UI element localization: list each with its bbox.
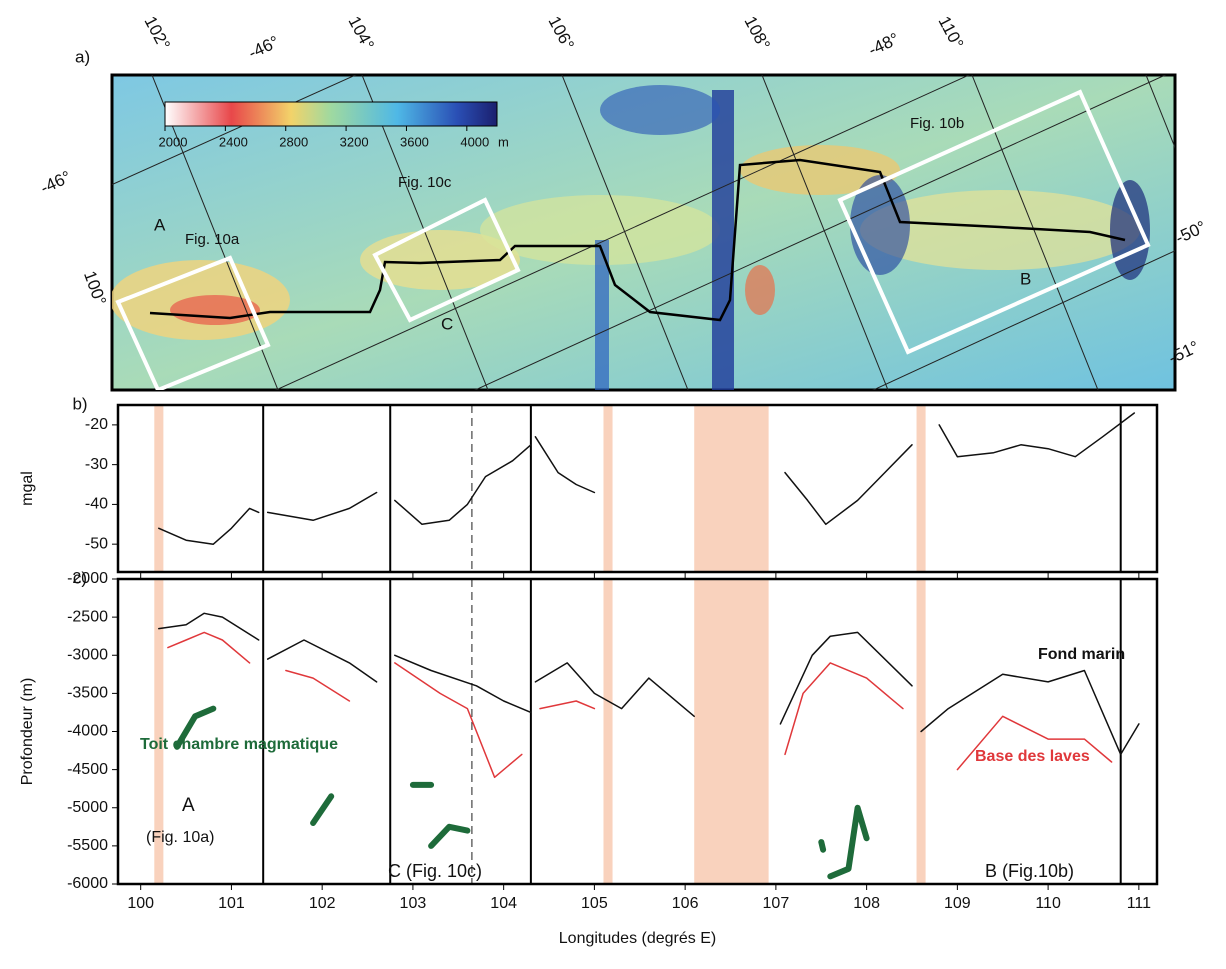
series-line: [167, 631, 1113, 779]
segment-label: C: [441, 314, 453, 333]
shaded-band: [154, 579, 164, 884]
shaded-band: [603, 579, 613, 884]
x-tick-label: 107: [763, 895, 790, 912]
profiles: -50 -40 -30 -20 b) mgal -6000 -5500 -5000 -4500 -4…: [19, 394, 1159, 947]
colorbar-tick-label: 3200: [340, 134, 369, 149]
panel-label: a): [75, 47, 90, 66]
lat-label: -46°: [38, 167, 74, 197]
x-tick-label: 100: [127, 895, 154, 912]
colorbar-ticks: 2000 2400 2800 3200 3600 4000: [159, 126, 489, 149]
series-label: Toit chambre magmatique: [140, 736, 338, 753]
annotation: B (Fig.10b): [985, 861, 1074, 881]
panel-label: b): [72, 394, 87, 413]
x-tick-label: 103: [400, 895, 427, 912]
y-tick-label: -3500: [67, 685, 108, 702]
x-tick-label: 102: [309, 895, 336, 912]
box-label: Fig. 10b: [910, 115, 964, 132]
lon-label: 102°: [141, 13, 174, 53]
colorbar-tick-label: 2400: [219, 134, 248, 149]
x-tick-label: 110: [1035, 895, 1061, 912]
shaded-band: [154, 405, 164, 572]
lon-label: 100°: [80, 268, 110, 308]
panel-label: c): [73, 568, 87, 587]
shaded-band: [603, 405, 613, 572]
annotation: A: [182, 795, 195, 816]
y-tick-label: -4500: [67, 761, 108, 778]
series-line: [158, 612, 1140, 756]
lon-label: 110°: [935, 13, 968, 52]
shaded-band: [694, 405, 769, 572]
x-tick-label: 111: [1127, 895, 1151, 912]
series-label: Fond marin: [1038, 646, 1125, 663]
y-tick-label: -5500: [67, 837, 108, 854]
y-tick-label: -4000: [67, 723, 108, 740]
colorbar-unit: m: [498, 134, 509, 149]
plot-frame: [116, 403, 1159, 574]
y-tick-label: -5000: [67, 799, 108, 816]
colorbar-tick-label: 4000: [460, 134, 489, 149]
map: 2000 2400 2800 3200 3600 4000 m a) 100° 102° …: [38, 13, 1209, 392]
lat-label: -46°: [246, 32, 282, 62]
x-tick-label: 106: [672, 895, 699, 912]
colorbar-tick-label: 3600: [400, 134, 429, 149]
x-tick-label: 101: [218, 895, 245, 912]
y-tick-label: -20: [85, 416, 108, 433]
y-tick-label: -3000: [67, 646, 108, 663]
x-tick-label: 104: [490, 895, 517, 912]
lon-label: 104°: [345, 13, 378, 53]
series-line: [174, 705, 870, 880]
lon-label: 106°: [545, 13, 578, 53]
x-tick-label: 105: [581, 895, 608, 912]
box-label: Fig. 10c: [398, 174, 452, 191]
plot-frame: [116, 577, 1159, 886]
colorbar-tick-label: 2000: [159, 134, 188, 149]
x-tick-label: 108: [853, 895, 880, 912]
annotation: C (Fig. 10c): [388, 861, 482, 881]
x-axis-label: Longitudes (degrés E): [559, 930, 716, 947]
shaded-band: [916, 405, 926, 572]
map-relief: [112, 75, 1175, 390]
lon-label: 108°: [741, 13, 774, 53]
series-line: [158, 412, 1136, 545]
box-label: Fig. 10a: [185, 231, 240, 248]
y-axis-label: Profondeur (m): [19, 678, 36, 786]
lat-label: -48°: [866, 29, 902, 59]
segment-label: A: [154, 215, 166, 234]
colorbar-tick-label: 2800: [279, 134, 308, 149]
y-tick-label: -30: [85, 456, 108, 473]
y-tick-label: -2000: [67, 570, 108, 587]
lat-label: -50°: [1173, 217, 1209, 247]
y-tick-label: -40: [85, 496, 108, 513]
series-label: Base des laves: [975, 748, 1090, 765]
colorbar: [164, 101, 498, 127]
shaded-band: [694, 579, 769, 884]
y-axis-label: mgal: [19, 471, 36, 506]
y-tick-label: -2500: [67, 608, 108, 625]
y-tick-label: -50: [85, 535, 108, 552]
y-tick-label: -6000: [67, 875, 108, 892]
segment-label: B: [1020, 269, 1031, 288]
annotation: (Fig. 10a): [146, 829, 214, 846]
x-tick-label: 109: [944, 895, 971, 912]
